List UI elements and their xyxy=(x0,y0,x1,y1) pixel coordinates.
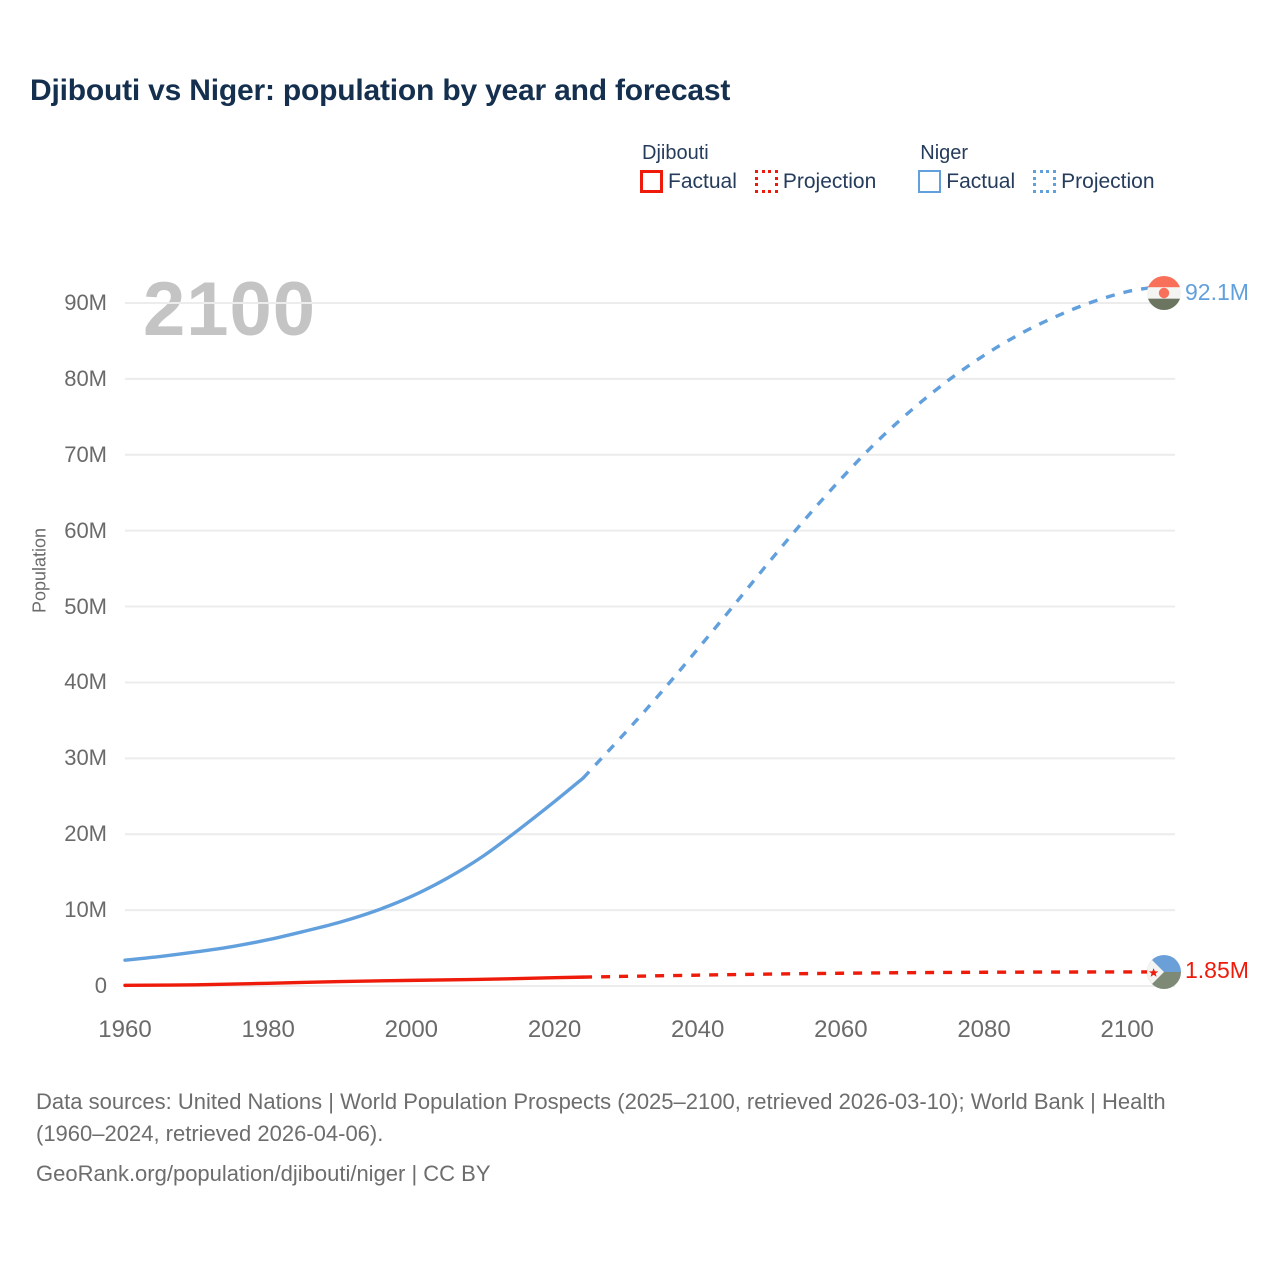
y-axis-tick-label: 90M xyxy=(64,290,107,315)
y-axis-title: Population xyxy=(29,527,50,614)
legend-item-niger-factual[interactable]: Factual xyxy=(918,170,1015,193)
series-line-projection-niger xyxy=(581,285,1157,780)
y-axis-tick-label: 0 xyxy=(94,973,107,998)
footer-sources: Data sources: United Nations | World Pop… xyxy=(36,1086,1236,1190)
y-axis-tick-label: 40M xyxy=(64,669,107,695)
x-axis-tick-label: 1980 xyxy=(241,1016,295,1043)
y-axis-tick-label: 50M xyxy=(64,593,107,619)
x-axis-tick-label: 2040 xyxy=(670,1016,725,1043)
legend-entries-djibouti: Factual Projection xyxy=(640,170,876,193)
y-axis-tick-label: 70M xyxy=(64,441,107,467)
year-watermark: 2100 xyxy=(143,267,317,352)
legend-swatch-solid-icon xyxy=(918,170,942,193)
legend-label-djibouti-factual: Factual xyxy=(668,170,737,193)
legend-label-djibouti-projection: Projection xyxy=(782,170,877,193)
footer-line-attribution: GeoRank.org/population/djibouti/niger | … xyxy=(36,1160,491,1186)
x-axis-tick-label: 2060 xyxy=(814,1016,868,1043)
y-axis-tick-label: 80M xyxy=(64,365,107,391)
x-axis-tick-label: 1960 xyxy=(98,1016,152,1043)
legend-group-title-niger: Niger xyxy=(920,142,969,164)
footer-line-sources: Data sources: United Nations | World Pop… xyxy=(36,1089,1166,1146)
legend-swatch-solid-icon xyxy=(640,170,663,193)
legend-group-title-djibouti: Djibouti xyxy=(642,142,709,164)
series-line-projection-djibouti xyxy=(583,970,1156,979)
x-axis-tick-label: 2080 xyxy=(957,1016,1011,1043)
y-axis-tick-label: 60M xyxy=(64,517,107,543)
legend-item-niger-projection[interactable]: Projection xyxy=(1033,170,1155,193)
niger-endpoint-value: 92.1M xyxy=(1185,279,1249,305)
legend-swatch-dotted-icon xyxy=(1033,170,1057,193)
series-line-factual-niger xyxy=(123,776,585,962)
niger-flag-icon xyxy=(1147,276,1181,310)
x-axis-tick-label: 2100 xyxy=(1100,1016,1154,1043)
legend-label-niger-projection: Projection xyxy=(1061,170,1155,193)
series-line-factual-djibouti xyxy=(123,975,585,988)
x-axis-tick-label: 2020 xyxy=(527,1016,582,1043)
legend-group-djibouti: Djibouti Factual Projection xyxy=(640,143,876,193)
y-axis-tick-label: 10M xyxy=(64,897,107,923)
legend-item-djibouti-factual[interactable]: Factual xyxy=(640,170,737,193)
legend-entries-niger: Factual Projection xyxy=(918,170,1155,193)
y-axis-tick-label: 20M xyxy=(64,821,107,847)
x-axis-tick-label: 2000 xyxy=(384,1016,439,1043)
y-axis-tick-label: 30M xyxy=(64,745,107,771)
djibouti-flag-icon xyxy=(1147,955,1181,989)
page-title: Djibouti vs Niger: population by year an… xyxy=(30,74,731,107)
legend-label-niger-factual: Factual xyxy=(946,170,1016,193)
chart-legend: Djibouti Factual Projection Niger Factua… xyxy=(640,143,1155,193)
legend-item-djibouti-projection[interactable]: Projection xyxy=(754,170,877,193)
legend-group-niger: Niger Factual Projection xyxy=(918,142,1155,193)
djibouti-endpoint-value: 1.85M xyxy=(1185,957,1249,983)
legend-swatch-dotted-icon xyxy=(754,170,778,193)
